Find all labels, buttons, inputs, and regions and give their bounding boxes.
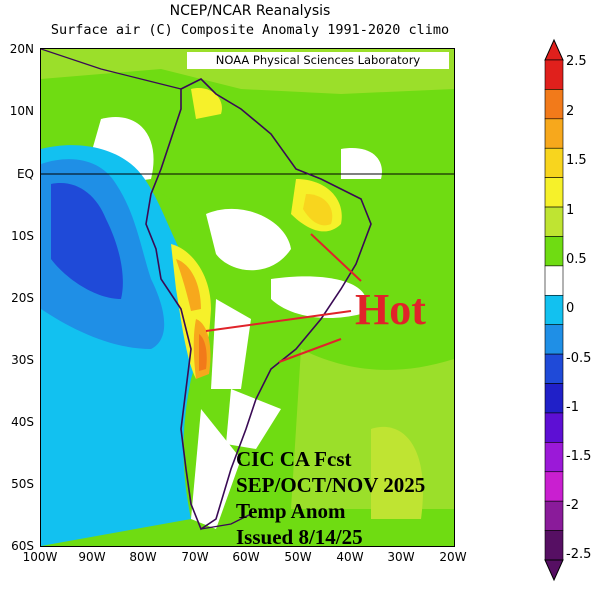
lat-label-10n: 10N xyxy=(9,104,34,118)
colorbar-swatch xyxy=(544,265,564,296)
lat-label-30s: 30S xyxy=(11,353,34,367)
forecast-line-3: Temp Anom xyxy=(236,499,346,523)
lon-label-100w: 100W xyxy=(22,550,58,564)
warm-anomaly-andes-orange xyxy=(176,259,201,311)
colorbar-swatch xyxy=(544,294,564,326)
colorbar-label-0: 0 xyxy=(566,301,575,316)
forecast-line-2: SEP/OCT/NOV 2025 xyxy=(236,473,426,497)
lon-label-70w: 70W xyxy=(181,550,209,564)
lat-label-20n: 20N xyxy=(9,42,34,56)
map-title: NCEP/NCAR Reanalysis xyxy=(169,3,331,19)
credit-label: NOAA Physical Sciences Laboratory xyxy=(187,52,449,69)
lon-label-60w: 60W xyxy=(232,550,260,564)
colorbar-label-1: 1 xyxy=(566,203,575,218)
cold-anomaly-deep-blue xyxy=(51,183,123,299)
near-zero-region-chile-south xyxy=(191,409,241,529)
near-zero-region-atlantic xyxy=(341,148,382,179)
hot-annotation: Hot xyxy=(355,285,426,334)
lat-label-40s: 40S xyxy=(11,415,34,429)
colorbar-swatch xyxy=(544,383,564,414)
lat-label-60s: 60S xyxy=(11,539,34,553)
colorbar-swatch xyxy=(544,353,564,384)
near-zero-region-amazon xyxy=(206,208,291,271)
colorbar-label-0-5: 0.5 xyxy=(566,252,587,267)
lon-label-30w: 30W xyxy=(387,550,415,564)
near-zero-region-argentina xyxy=(226,389,281,449)
colorbar-swatch xyxy=(544,412,564,443)
colorbar-label-2: 2 xyxy=(566,104,575,119)
lon-label-80w: 80W xyxy=(129,550,157,564)
forecast-line-4: Issued 8/14/25 xyxy=(236,525,363,549)
map-subtitle: Surface air (C) Composite Anomaly 1991-2… xyxy=(50,22,450,38)
colorbar-label-neg-1: -1 xyxy=(566,400,579,415)
colorbar-label-neg-2: -2 xyxy=(566,498,579,513)
colorbar-top-arrow xyxy=(544,38,564,61)
colorbar-label-neg-2-5: -2.5 xyxy=(566,547,592,562)
hot-arrow-southeast xyxy=(278,338,342,363)
tierra-del-fuego-outline xyxy=(200,513,252,530)
colorbar-label-neg-0-5: -0.5 xyxy=(566,351,592,366)
colorbar-swatch xyxy=(544,530,564,561)
colorbar-label-1-5: 1.5 xyxy=(566,153,587,168)
warm-anomaly-brazil-gold xyxy=(303,194,333,226)
hot-arrow-andes xyxy=(205,310,352,332)
warm-anomaly-caribbean xyxy=(191,88,222,119)
lon-label-40w: 40W xyxy=(336,550,364,564)
lon-label-90w: 90W xyxy=(78,550,106,564)
colorbar-swatch xyxy=(544,59,564,90)
warm-anomaly-south-atlantic xyxy=(371,426,423,519)
central-america-outline xyxy=(41,49,182,90)
warm-anomaly-chile-red xyxy=(199,334,207,371)
colorbar-swatch xyxy=(544,89,564,120)
colorbar-swatch xyxy=(544,324,564,355)
near-zero-region-bolivia xyxy=(211,299,251,389)
colorbar-swatch xyxy=(544,206,564,237)
colorbar-label-2-5: 2.5 xyxy=(566,54,587,69)
colorbar-swatch xyxy=(544,177,564,208)
colorbar-swatch xyxy=(544,236,564,267)
south-america-outline xyxy=(145,78,372,531)
colorbar-swatch xyxy=(544,442,564,473)
lat-label-eq: EQ xyxy=(16,167,34,181)
lat-label-50s: 50S xyxy=(11,477,34,491)
colorbar-swatch xyxy=(544,500,564,531)
hot-arrow-brazil xyxy=(310,233,362,282)
anomaly-map xyxy=(40,48,455,547)
lat-label-20s: 20S xyxy=(11,291,34,305)
forecast-line-1: CIC CA Fcst xyxy=(236,447,352,471)
colorbar-swatch xyxy=(544,118,564,149)
colorbar-bottom-arrow xyxy=(544,559,564,582)
lon-label-20w: 20W xyxy=(439,550,467,564)
lon-label-50w: 50W xyxy=(284,550,312,564)
lat-label-10s: 10S xyxy=(11,229,34,243)
colorbar-swatch xyxy=(544,471,564,502)
colorbar xyxy=(544,38,564,582)
anomaly-map-svg xyxy=(41,49,454,546)
colorbar-label-neg-1-5: -1.5 xyxy=(566,449,592,464)
colorbar-swatch xyxy=(544,147,564,178)
